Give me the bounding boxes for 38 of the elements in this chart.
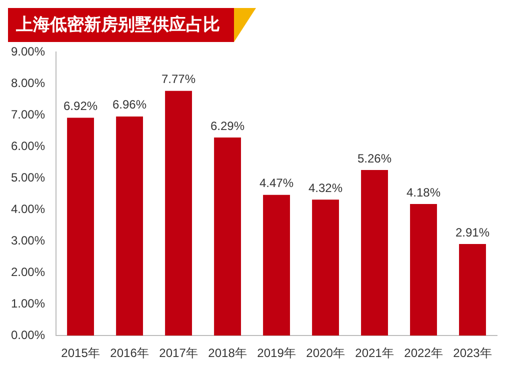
y-tick-label: 6.00%	[10, 138, 46, 153]
x-tick-label: 2017年	[159, 346, 198, 360]
data-label: 5.26%	[357, 151, 392, 166]
bar	[116, 116, 143, 336]
y-tick-label: 9.00%	[10, 44, 46, 59]
x-tick-label: 2022年	[404, 346, 443, 360]
data-label: 2.91%	[455, 225, 490, 240]
x-tick-label: 2015年	[61, 346, 100, 360]
data-label: 4.32%	[308, 180, 343, 195]
bar	[312, 200, 339, 336]
bar	[165, 90, 192, 336]
x-tick-label: 2019年	[257, 346, 296, 360]
bar	[67, 118, 94, 336]
x-tick-label: 2020年	[306, 346, 345, 360]
data-label: 4.47%	[259, 176, 294, 190]
y-tick-label: 7.00%	[10, 107, 46, 122]
x-tick-label: 2023年	[453, 346, 492, 360]
y-tick-label: 8.00%	[10, 76, 46, 90]
bar	[263, 194, 290, 336]
x-tick-label: 2016年	[110, 346, 149, 360]
chart-title: 上海低密新房别墅供应占比	[8, 8, 234, 42]
y-tick-label: 4.00%	[10, 202, 46, 216]
data-label: 6.96%	[112, 98, 147, 112]
data-label: 7.77%	[162, 72, 196, 86]
data-label: 4.18%	[406, 185, 441, 200]
x-tick-label: 2018年	[208, 346, 247, 360]
data-label: 6.92%	[64, 99, 98, 114]
bar	[214, 138, 241, 336]
bar	[361, 170, 388, 336]
x-tick-label: 2021年	[355, 346, 394, 360]
y-tick-label: 1.00%	[10, 296, 46, 310]
y-tick-label: 5.00%	[10, 170, 46, 184]
y-tick-label: 0.00%	[10, 328, 46, 342]
data-label: 6.29%	[210, 118, 245, 133]
y-tick-label: 3.00%	[10, 233, 46, 248]
bar	[410, 204, 437, 336]
bar	[459, 244, 486, 336]
y-tick-label: 2.00%	[10, 264, 46, 279]
